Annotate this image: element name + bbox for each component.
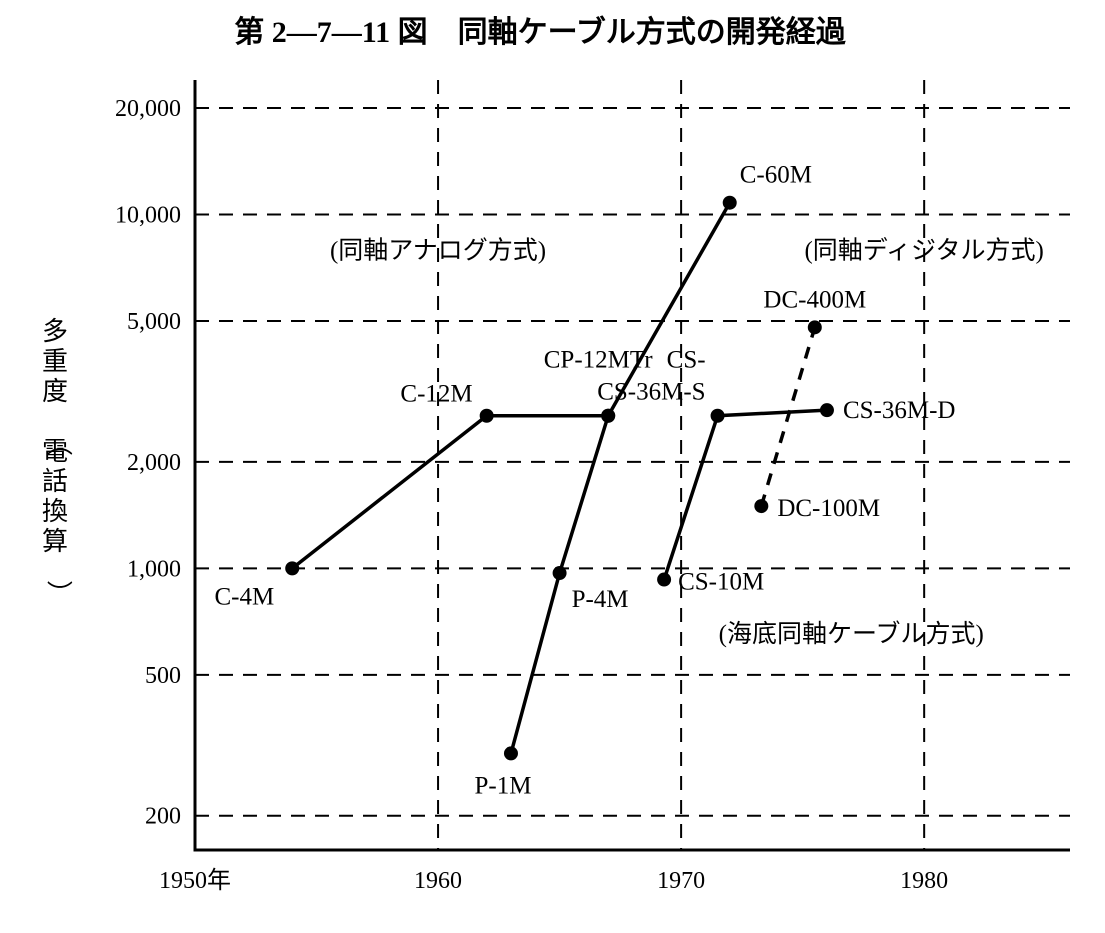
data-point-p-analog [601,409,615,423]
series-line-p-analog [511,416,608,754]
y-tick-label: 20,000 [115,96,181,122]
data-point-p-analog [504,746,518,760]
data-point-p-analog [553,566,567,580]
x-tick-label: 1970 [657,868,705,894]
data-point-coax-analog [480,409,494,423]
data-point-cs-submarine [657,573,671,587]
data-label-coax-analog: CP-12MTr [544,347,654,374]
category-label: (同軸アナログ方式) [330,237,546,265]
data-point-coax-analog [723,196,737,210]
axis-frame [195,80,1070,850]
y-tick-label: 200 [145,804,181,830]
data-label-dc-digital: DC-400M [763,286,866,313]
chart-container: 第 2―7―11 図 同軸ケーブル方式の開発経過 1950年 1960 1970 198… [0,0,1105,933]
y-tick-label: 10,000 [115,203,181,229]
y-axis-title: 多重度（電話換算） [42,317,73,606]
data-label-dc-digital: DC-100M [777,495,880,522]
chart-svg: 第 2―7―11 図 同軸ケーブル方式の開発経過 1950年 1960 1970 198… [0,0,1105,933]
y-tick-label: 1,000 [127,556,181,582]
data-label-cs-submarine-line2: CS- [667,347,706,374]
data-label-coax-analog: C-4M [214,583,274,610]
data-label-cs-submarine: CS-10M [678,569,764,596]
data-point-dc-digital [808,320,822,334]
series-line-dc-digital [761,327,814,506]
data-point-dc-digital [754,499,768,513]
x-tick-label: 1950年 [159,867,231,894]
category-label: (海底同軸ケーブル方式) [719,620,984,648]
category-label: (同軸ディジタル方式) [804,237,1043,265]
data-label-cs-submarine: CS-36M-D [843,397,956,424]
data-point-cs-submarine [820,403,834,417]
data-point-coax-analog [285,561,299,575]
data-point-cs-submarine [711,409,725,423]
y-tick-label: 2,000 [127,450,181,476]
chart-title: 第 2―7―11 図 同軸ケーブル方式の開発経過 [234,15,847,49]
data-label-coax-analog: C-60M [740,162,812,189]
data-label-cs-submarine: CS-36M-S [597,379,705,406]
data-label-p-analog: P-4M [572,586,629,613]
y-tick-label: 500 [145,663,181,689]
data-label-coax-analog: C-12M [400,381,472,408]
x-tick-label: 1980 [900,868,948,894]
x-tick-label: 1960 [414,868,462,894]
y-tick-label: 5,000 [127,309,181,335]
data-label-p-analog: P-1M [474,772,531,799]
